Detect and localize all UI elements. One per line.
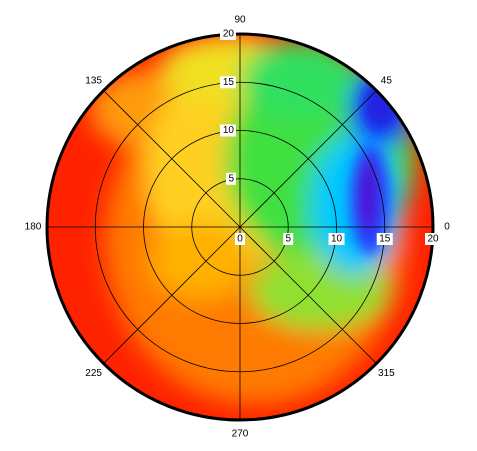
r-tick-label: 20 bbox=[427, 234, 439, 245]
theta-tick-label: 90 bbox=[234, 15, 246, 26]
theta-tick-label: 225 bbox=[85, 368, 102, 379]
theta-tick-label: 270 bbox=[232, 429, 249, 440]
r-tick-label: 5 bbox=[228, 173, 234, 184]
theta-tick-label: 180 bbox=[25, 222, 42, 233]
theta-tick-label: 0 bbox=[444, 222, 450, 233]
r-tick-label: 15 bbox=[379, 234, 391, 245]
theta-tick-label: 315 bbox=[378, 368, 395, 379]
theta-tick-label: 45 bbox=[381, 75, 393, 86]
r-label-bg bbox=[220, 76, 236, 89]
r-tick-label: 5 bbox=[285, 234, 291, 245]
r-label-bg bbox=[220, 124, 236, 137]
theta-grid-line bbox=[103, 90, 241, 228]
r-tick-label: 10 bbox=[331, 234, 343, 245]
r-label-bg bbox=[376, 233, 393, 245]
r-tick-label: 20 bbox=[223, 29, 235, 40]
r-label-bg bbox=[235, 233, 245, 245]
theta-grid-line bbox=[239, 226, 377, 364]
theta-tick-label: 135 bbox=[85, 75, 102, 86]
theta-grid-line bbox=[239, 90, 377, 228]
r-label-bg bbox=[226, 172, 236, 185]
grid bbox=[45, 32, 435, 422]
r-label-bg bbox=[328, 233, 345, 245]
r-tick-label: 15 bbox=[223, 77, 235, 88]
theta-grid-line bbox=[103, 226, 241, 364]
r-label-bg bbox=[425, 233, 441, 245]
r-tick-label: 0 bbox=[237, 234, 243, 245]
r-label-bg bbox=[283, 233, 294, 245]
r-label-bg bbox=[220, 28, 236, 40]
r-tick-label: 10 bbox=[223, 125, 235, 136]
labels: 0 45 90 135 180 225 270 315 0 5 5 10 10 15 15 20 20 bbox=[25, 15, 451, 440]
